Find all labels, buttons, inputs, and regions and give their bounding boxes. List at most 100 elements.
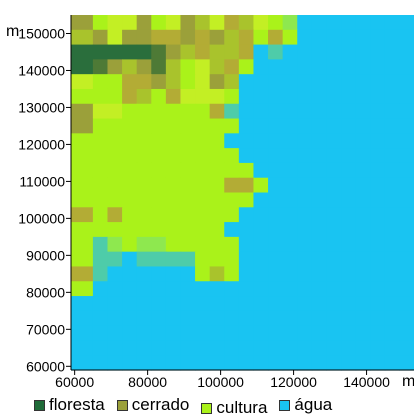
map-cell: [238, 355, 255, 371]
map-cell: [165, 355, 182, 371]
map-cell: [297, 29, 313, 46]
map-cell: [122, 15, 138, 31]
map-cell: [341, 251, 357, 268]
map-cell: [326, 133, 342, 149]
map-cell: [399, 192, 414, 208]
map-cell: [282, 281, 298, 297]
map-cell: [311, 325, 328, 342]
map-cell: [297, 59, 313, 75]
map-cell: [268, 148, 284, 164]
map-cell: [122, 44, 138, 60]
map-cell: [224, 281, 240, 297]
map-cell: [136, 29, 152, 46]
map-cell: [268, 88, 284, 105]
map-cell: [355, 310, 371, 327]
map-cell: [384, 59, 401, 75]
map-cell: [224, 148, 240, 164]
map-cell: [122, 207, 138, 223]
map-cell: [165, 74, 182, 90]
map-cell: [370, 103, 386, 120]
map-cell: [370, 88, 386, 105]
map-cell: [238, 44, 255, 60]
map-cell: [341, 133, 357, 149]
map-cell: [238, 74, 255, 90]
legend-label-floresta: floresta: [49, 395, 105, 414]
map-cell: [92, 74, 109, 90]
map-cell: [224, 29, 240, 46]
map-cell: [268, 29, 284, 46]
map-cell: [238, 325, 255, 342]
map-cell: [268, 192, 284, 208]
map-cell: [326, 207, 342, 223]
map-cell: [282, 207, 298, 223]
map-cell: [297, 133, 313, 149]
map-cell: [122, 88, 138, 105]
map-cell: [399, 222, 414, 238]
map-cell: [107, 118, 123, 134]
map-cell: [311, 29, 328, 46]
map-cell: [355, 281, 371, 297]
map-cell: [238, 251, 255, 268]
y-tick-label: 90000: [26, 247, 65, 263]
map-cell: [136, 103, 152, 120]
legend-item-agua: água: [279, 396, 332, 414]
map-cell: [107, 296, 123, 312]
map-cell: [384, 310, 401, 327]
map-cell: [107, 59, 123, 75]
map-cell: [282, 15, 298, 31]
map-cell: [107, 325, 123, 342]
map-cell: [136, 310, 152, 327]
map-cell: [92, 355, 109, 371]
legend-swatch-cerrado: [116, 399, 128, 411]
map-cell: [370, 325, 386, 342]
map-cell: [136, 44, 152, 60]
map-cell: [282, 44, 298, 60]
map-cell: [209, 74, 225, 90]
map-cell: [180, 15, 196, 31]
map-cell: [107, 266, 123, 282]
map-cell: [341, 74, 357, 90]
map-cell: [282, 251, 298, 268]
map-cell: [238, 266, 255, 282]
map-cell: [195, 325, 211, 342]
map-cell: [224, 207, 240, 223]
map-cell: [71, 236, 94, 253]
map-cell: [92, 59, 109, 75]
map-cell: [165, 177, 182, 194]
map-cell: [122, 296, 138, 312]
map-cell: [326, 325, 342, 342]
map-cell: [268, 207, 284, 223]
map-cell: [297, 266, 313, 282]
map-cell: [370, 15, 386, 31]
map-cell: [297, 177, 313, 194]
map-cell: [253, 222, 269, 238]
map-cell: [209, 355, 225, 371]
map-cell: [136, 355, 152, 371]
map-cell: [224, 236, 240, 253]
map-cell: [224, 266, 240, 282]
map-cell: [136, 162, 152, 179]
map-cell: [384, 281, 401, 297]
map-cell: [399, 266, 414, 282]
map-cell: [136, 340, 152, 356]
map-cell: [238, 148, 255, 164]
x-tick-label: 100000: [197, 374, 244, 390]
map-cell: [107, 177, 123, 194]
map-cell: [136, 222, 152, 238]
map-cell: [253, 44, 269, 60]
map-cell: [224, 340, 240, 356]
map-cell: [384, 88, 401, 105]
map-cell: [355, 103, 371, 120]
map-cell: [399, 74, 414, 90]
map-cell: [399, 355, 414, 371]
map-cell: [253, 59, 269, 75]
map-cell: [370, 162, 386, 179]
map-cell: [399, 44, 414, 60]
map-cell: [355, 355, 371, 371]
map-cell: [224, 355, 240, 371]
map-cell: [311, 266, 328, 282]
map-cell: [282, 310, 298, 327]
map-cell: [209, 340, 225, 356]
map-cell: [151, 310, 167, 327]
legend-item-cultura: cultura: [201, 399, 267, 417]
